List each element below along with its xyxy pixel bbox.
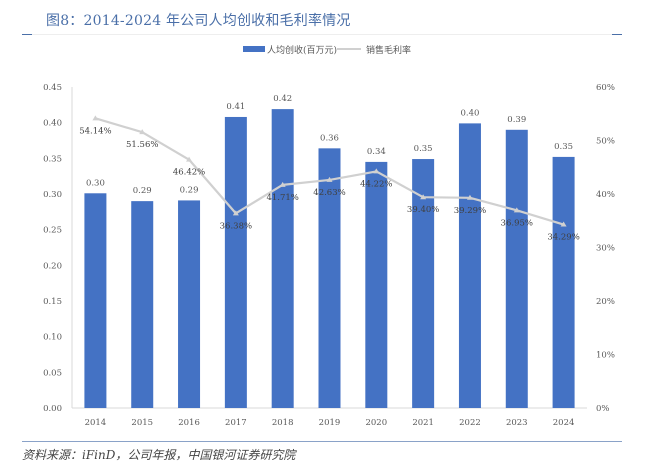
right-axis-tick-label: 10%	[596, 351, 615, 361]
margin-marker	[513, 207, 520, 213]
bar-2024	[552, 156, 575, 408]
line-data-label: 42.63%	[313, 188, 345, 198]
x-axis-tick-label: 2022	[459, 418, 481, 428]
title-accent-left	[22, 34, 32, 35]
left-axis-tick-label: 0.15	[43, 297, 62, 307]
x-axis-tick-label: 2020	[365, 418, 387, 428]
chart-title: 图8：2014-2024 年公司人均创收和毛利率情况	[46, 13, 351, 29]
x-axis-tick-label: 2024	[553, 418, 575, 428]
x-axis-tick-label: 2023	[506, 418, 528, 428]
margin-marker	[326, 176, 333, 182]
right-axis-tick-label: 40%	[596, 190, 615, 200]
left-axis-tick-label: 0.10	[43, 333, 62, 343]
left-axis-tick-label: 0.30	[43, 190, 62, 200]
bar-data-label: 0.36	[320, 133, 339, 143]
right-axis-tick-label: 50%	[596, 137, 615, 147]
line-data-label: 44.22%	[360, 179, 392, 189]
bar-2023	[505, 129, 528, 409]
left-axis-tick-label: 0.35	[43, 154, 62, 164]
margin-marker	[466, 194, 473, 200]
bar-2014	[84, 193, 107, 408]
legend: 人均创收(百万元) 销售毛利率	[243, 44, 411, 56]
legend-line-label: 销售毛利率	[366, 44, 411, 56]
left-axis-tick-label: 0.25	[43, 226, 62, 236]
bar-data-label: 0.41	[226, 102, 245, 112]
bar-data-labels: 0.30 0.29 0.29 0.41 0.42 0.36 0.34 0.35 0.40 0.39…	[86, 94, 573, 196]
right-axis-tick-label: 20%	[596, 297, 615, 307]
bar-2022	[458, 123, 481, 408]
x-axis-tick-label: 2021	[412, 418, 434, 428]
line-data-label: 54.14%	[79, 126, 111, 136]
line-data-label: 36.38%	[220, 221, 252, 231]
bar-2020	[365, 161, 388, 408]
bar-data-label: 0.40	[460, 108, 479, 118]
bar-data-label: 0.35	[554, 142, 573, 152]
bar-2021	[412, 159, 435, 408]
bar-2016	[178, 200, 201, 408]
margin-marker	[186, 156, 193, 162]
margin-marker	[232, 210, 239, 216]
left-axis-tick-label: 0.40	[43, 119, 62, 129]
right-axis-ticks: 0% 10% 20% 30% 40% 50% 60%	[596, 83, 615, 414]
right-axis-tick-label: 0%	[596, 404, 610, 414]
bar-2017	[224, 116, 247, 409]
left-axis-tick-label: 0.05	[43, 368, 62, 378]
line-data-label: 39.40%	[407, 205, 439, 215]
x-axis-tick-label: 2014	[85, 418, 107, 428]
bar-2018	[271, 109, 294, 408]
margin-marker	[279, 181, 286, 187]
x-axis-tick-label: 2016	[178, 418, 200, 428]
bar-2019	[318, 148, 341, 408]
x-axis-tick-label: 2019	[319, 418, 341, 428]
x-axis-tick-label: 2018	[272, 418, 294, 428]
legend-bar-swatch	[243, 46, 265, 52]
bar-data-label: 0.30	[86, 178, 105, 188]
left-axis-ticks: 0.00 0.05 0.10 0.15 0.20 0.25 0.30 0.35 0.40 0.45	[43, 83, 62, 414]
margin-marker	[139, 129, 146, 135]
line-series	[92, 115, 567, 227]
x-axis-tick-label: 2015	[131, 418, 153, 428]
left-axis-tick-label: 0.00	[43, 404, 62, 414]
left-axis-tick-label: 0.20	[43, 261, 62, 271]
line-data-label: 34.29%	[547, 233, 579, 243]
bar-data-label: 0.42	[273, 94, 292, 104]
line-data-labels: 54.14% 51.56% 46.42% 36.38% 41.71% 42.63% 44.2…	[79, 126, 580, 242]
combo-chart: 人均创收(百万元) 销售毛利率 0.00 0.05 0.10 0.15 0.20 0.25…	[43, 44, 615, 428]
left-axis-tick-label: 0.45	[43, 83, 62, 93]
legend-bar-label: 人均创收(百万元)	[267, 44, 337, 56]
line-data-label: 39.29%	[454, 206, 486, 216]
source-note: 资料来源：iFinD，公司年报，中国银河证券研究院	[22, 448, 296, 462]
bar-series	[84, 109, 575, 409]
margin-marker	[560, 221, 567, 227]
bar-data-label: 0.29	[180, 185, 199, 195]
right-axis-tick-label: 30%	[596, 244, 615, 254]
line-data-label: 51.56%	[126, 140, 158, 150]
bar-data-label: 0.34	[367, 147, 386, 157]
x-axis-ticks: 2014 2015 2016 2017 2018 2019 2020 2021 2022 2023…	[85, 418, 575, 428]
title-divider	[22, 34, 622, 35]
line-data-label: 36.95%	[501, 218, 533, 228]
right-axis-tick-label: 60%	[596, 83, 615, 93]
margin-marker	[420, 194, 427, 200]
margin-marker	[373, 168, 380, 174]
bar-2015	[131, 201, 154, 408]
bar-data-label: 0.35	[414, 144, 433, 154]
bar-data-label: 0.39	[507, 115, 526, 125]
x-axis-tick-label: 2017	[225, 418, 247, 428]
title-accent-right	[612, 34, 622, 35]
margin-marker	[92, 115, 99, 121]
source-divider	[22, 441, 622, 442]
line-data-label: 46.42%	[173, 168, 205, 178]
line-data-label: 41.71%	[266, 193, 298, 203]
bar-data-label: 0.29	[133, 186, 152, 196]
